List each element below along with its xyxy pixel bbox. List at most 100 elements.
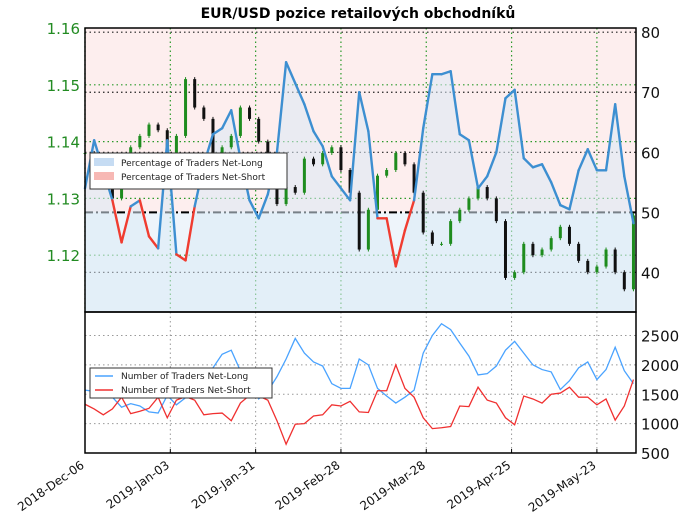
sentiment-line-segment bbox=[522, 157, 535, 169]
date-tick-label: 2019-Jan-03 bbox=[104, 458, 172, 512]
price-candle bbox=[293, 187, 297, 193]
date-tick-label: 2018-Dec-06 bbox=[15, 458, 87, 514]
sentiment-line-segment bbox=[613, 103, 626, 178]
price-candle bbox=[522, 243, 526, 273]
price-candle bbox=[631, 215, 635, 290]
count-tick-label: 500 bbox=[641, 445, 670, 463]
date-tick-label: 2019-Feb-28 bbox=[273, 458, 343, 513]
price-candle bbox=[348, 170, 352, 193]
price-tick-label: 1.12 bbox=[47, 247, 80, 265]
price-candle bbox=[421, 192, 425, 233]
sentiment-line-segment bbox=[312, 130, 324, 148]
sentiment-line-segment bbox=[367, 130, 379, 220]
price-axis-labels: 1.16 1.15 1.14 1.13 1.12 bbox=[47, 20, 80, 265]
legend-box bbox=[89, 367, 273, 399]
trader-count-lines bbox=[84, 322, 635, 446]
percent-tick-label: 40 bbox=[641, 264, 660, 282]
price-candle bbox=[485, 187, 489, 199]
net-short-swatch bbox=[94, 172, 114, 180]
sentiment-line-segment bbox=[476, 175, 489, 190]
sentiment-line-segment bbox=[577, 148, 589, 172]
legend-net-short-label: Percentage of Traders Net-Short bbox=[121, 173, 266, 183]
price-candle bbox=[248, 107, 252, 119]
sentiment-line-segment bbox=[111, 199, 123, 244]
legend-short-count-label: Number of Traders Net-Short bbox=[121, 386, 251, 396]
sentiment-line-segment bbox=[486, 151, 498, 178]
sentiment-line-segment bbox=[568, 169, 580, 211]
price-candle bbox=[586, 260, 590, 273]
price-candle bbox=[540, 249, 544, 256]
count-tick-label: 1500 bbox=[641, 386, 679, 404]
net-short-count-line bbox=[84, 363, 635, 446]
bottom-panel-grid bbox=[84, 312, 636, 453]
sentiment-line-segment bbox=[358, 91, 370, 133]
price-candle bbox=[577, 243, 581, 261]
price-candle bbox=[156, 124, 160, 131]
price-candle bbox=[184, 79, 188, 136]
price-candle bbox=[147, 124, 151, 136]
count-tick-label: 2500 bbox=[641, 328, 679, 346]
price-candle bbox=[321, 152, 325, 165]
percent-tick-label: 50 bbox=[641, 204, 660, 222]
legend-net-long-label: Percentage of Traders Net-Long bbox=[121, 159, 263, 169]
sentiment-line-segment bbox=[531, 163, 544, 169]
date-tick-label: 2019-Jan-31 bbox=[189, 458, 257, 512]
price-candle bbox=[531, 243, 535, 256]
price-candle bbox=[193, 79, 197, 108]
sentiment-line-segment bbox=[138, 199, 151, 238]
price-candle bbox=[558, 226, 562, 239]
price-candle bbox=[284, 187, 288, 205]
sentiment-line-segment bbox=[330, 175, 343, 190]
net-long-count-line bbox=[84, 322, 634, 414]
price-candle bbox=[467, 198, 471, 210]
price-candle bbox=[494, 198, 498, 222]
price-tick-label: 1.16 bbox=[47, 20, 80, 38]
sentiment-line-segment bbox=[184, 205, 196, 262]
price-candle bbox=[211, 118, 215, 159]
price-candle bbox=[275, 181, 279, 205]
sentiment-line-segment bbox=[257, 193, 270, 220]
price-tick-label: 1.13 bbox=[47, 190, 80, 208]
price-candle bbox=[430, 232, 434, 244]
top-legend: Percentage of Traders Net-Long Percentag… bbox=[89, 152, 288, 190]
percent-tick-label: 70 bbox=[641, 84, 660, 102]
bottom-panel-frame bbox=[84, 311, 637, 454]
price-candle bbox=[357, 192, 361, 250]
sentiment-line-segment bbox=[321, 145, 334, 178]
sentiment-line-segment bbox=[385, 217, 397, 268]
sentiment-line-segment bbox=[559, 203, 571, 211]
chart-title: EUR/USD pozice retailových obchodníků bbox=[201, 5, 516, 22]
sentiment-line-segment bbox=[284, 61, 297, 85]
price-candle bbox=[412, 164, 416, 193]
price-candle bbox=[403, 152, 407, 165]
price-candle bbox=[604, 249, 608, 267]
sentiment-line-segment bbox=[248, 199, 260, 220]
sentiment-line-segment bbox=[504, 88, 516, 100]
sentiment-line-segment bbox=[449, 70, 461, 136]
price-candle bbox=[458, 209, 462, 222]
price-candle bbox=[202, 107, 206, 119]
sentiment-line-segment bbox=[394, 229, 407, 268]
sentiment-line-segment bbox=[339, 187, 352, 202]
price-candle bbox=[513, 272, 517, 278]
price-candle bbox=[339, 147, 343, 170]
sentiment-line-segment bbox=[540, 163, 553, 184]
sentiment-line-segment bbox=[230, 109, 242, 160]
price-candle bbox=[257, 118, 261, 142]
price-tick-label: 1.14 bbox=[47, 134, 80, 152]
sentiment-line-segment bbox=[440, 70, 452, 76]
price-candle bbox=[449, 221, 453, 244]
sentiment-line-segment bbox=[129, 199, 142, 208]
sentiment-line-segment bbox=[120, 205, 132, 244]
price-candle bbox=[394, 152, 398, 170]
percent-axis-labels: 80 70 60 50 40 bbox=[641, 24, 660, 282]
sentiment-line-segment bbox=[458, 133, 471, 142]
percent-tick-label: 80 bbox=[641, 24, 660, 42]
sentiment-line-segment bbox=[623, 175, 635, 225]
date-tick-label: 2019-Apr-25 bbox=[444, 458, 513, 512]
price-candle bbox=[138, 135, 142, 148]
price-candle bbox=[385, 170, 389, 176]
sentiment-line-segment bbox=[220, 109, 233, 130]
